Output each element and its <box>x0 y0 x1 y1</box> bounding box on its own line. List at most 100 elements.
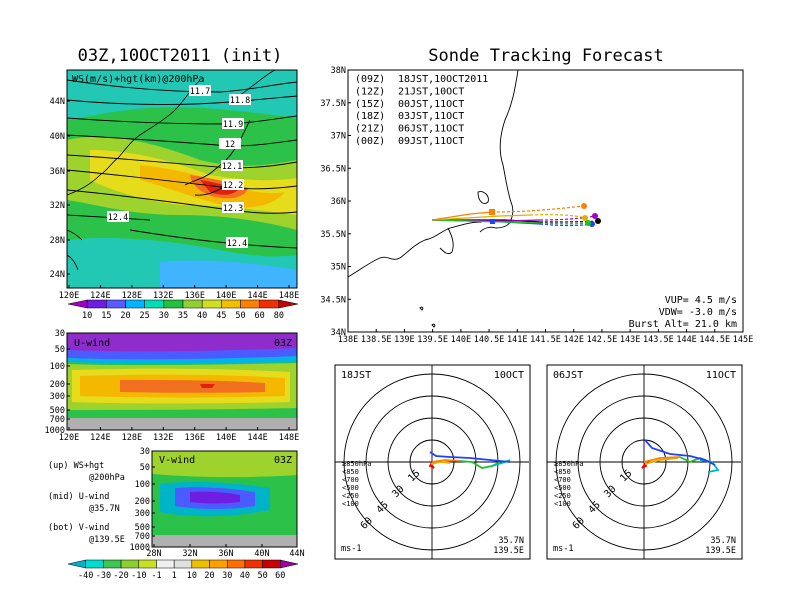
colorbar-tick-label: 60 <box>255 311 265 321</box>
trajectory-ascent <box>431 211 493 221</box>
colorbar-cell <box>173 559 193 569</box>
hodo-level-label: <250 <box>554 492 571 500</box>
uwind-lon-label: 132E <box>153 433 173 443</box>
burst-text: Burst Alt= 21.0 km <box>629 319 737 330</box>
colorbar-cell <box>262 559 281 569</box>
uwind-lon-label: 148E <box>279 433 299 443</box>
colorbar-tick-label: 50 <box>257 571 267 581</box>
colorbar-tick-label: 50 <box>235 311 245 321</box>
burst-marker <box>489 209 495 215</box>
vwind-frame <box>151 450 298 548</box>
vwind-p-label: 30 <box>140 447 150 457</box>
vwind-lat-label: 44N <box>289 549 304 559</box>
hodo-level-label: <850 <box>554 468 571 476</box>
tracking-lat-label: 36.5N <box>320 164 346 174</box>
map-lon-label: 120E <box>59 291 79 301</box>
colorbar-cell <box>156 559 175 569</box>
colorbar-cell <box>120 559 140 569</box>
uwind-p-label: 100 <box>50 362 65 372</box>
vwind-lat-label: 36N <box>218 549 233 559</box>
map-cyan-region <box>67 70 297 120</box>
colorbar-cell <box>240 299 260 309</box>
colorbar-cell <box>86 299 107 309</box>
tracking-legend-tag: (21Z) <box>355 124 385 135</box>
height-label: 12 <box>225 140 235 150</box>
ws-colorbar: 10 15 20 25 30 35 40 45 50 60 80 <box>67 299 299 321</box>
vwind-time: 03Z <box>274 455 292 466</box>
desc-bot-2: @139.5E <box>89 535 125 545</box>
tracking-lat-label: 36N <box>331 197 346 207</box>
height-label-box <box>222 202 244 213</box>
tracking-lon-label: 138E <box>338 335 358 345</box>
hodo-left-date: 10OCT <box>494 370 524 381</box>
colorbar-cell <box>138 559 157 569</box>
hodo-trace <box>644 439 716 466</box>
hodo-left-lon: 139.5E <box>493 546 524 556</box>
tracking-legend-text: 06JST,11OCT <box>398 124 464 135</box>
desc-up-1: (up) WS+hgt <box>48 461 104 471</box>
hodo-right-lat: 35.7N <box>710 536 736 546</box>
map-coast-north <box>239 70 276 96</box>
height-label: 12.4 <box>108 213 128 223</box>
hodo-level-label: <700 <box>554 476 571 484</box>
hodo-left-lat: 35.7N <box>498 536 524 546</box>
hodograph-left: 18JST 10OCT ms-1 35.7N 139.5E 15304560≥8… <box>334 364 531 560</box>
tracking-lat-label: 38N <box>331 66 346 76</box>
tracking-frame <box>347 69 744 333</box>
uwind-p-label: 200 <box>50 380 65 390</box>
colorbar-cell <box>280 559 299 569</box>
uwind-p-label: 30 <box>55 329 65 339</box>
ws-map-panel: WS(m/s)+hgt(km)@200hPa 11.7 11.8 11.9 12 12.… <box>50 69 299 301</box>
colorbar-tick-label: 15 <box>101 311 111 321</box>
hodo-level-label: ≥850hPa <box>342 460 372 468</box>
colorbar-tick-label: -10 <box>131 571 146 581</box>
tracking-legend-text: 09JST,11OCT <box>398 136 464 147</box>
tracking-lon-label: 140.5E <box>474 335 505 345</box>
hodo-trace <box>643 456 681 463</box>
colorbar-tick-label: 45 <box>216 311 226 321</box>
vwind-p-label: 50 <box>140 463 150 473</box>
height-label-box <box>221 160 243 171</box>
tracking-legend-text: 03JST,11OCT <box>398 111 464 122</box>
colorbar-tick-label: 10 <box>187 571 197 581</box>
colorbar-cell <box>191 559 210 569</box>
uwind-frame <box>66 332 298 431</box>
tracking-lon-label: 144E <box>676 335 696 345</box>
hodo-trace <box>431 459 461 463</box>
colorbar-cell <box>259 299 280 309</box>
tracking-legend-tag: (09Z) <box>355 74 385 85</box>
hodo-right-unit: ms-1 <box>553 544 573 554</box>
colorbar-tick-label: 25 <box>140 311 150 321</box>
colorbar-cell <box>226 559 246 569</box>
colorbar-cell <box>106 299 126 309</box>
height-label-box <box>229 94 251 105</box>
colorbar-tick-label: 30 <box>222 571 232 581</box>
uwind-p-label: 300 <box>50 392 65 402</box>
uwind-p-label: 500 <box>50 406 65 416</box>
trajectory-ascent <box>431 219 541 224</box>
colorbar-cell <box>125 299 145 309</box>
colorbar-cell <box>67 299 88 309</box>
colorbar-cell <box>221 299 241 309</box>
colorbar-tick-label: 40 <box>240 571 250 581</box>
height-label: 12.2 <box>223 181 243 191</box>
colorbar-cell <box>201 299 222 309</box>
vwind-ground <box>152 535 297 547</box>
trajectory-endpoint <box>595 218 601 224</box>
map-lon-label: 136E <box>184 291 204 301</box>
uwind-label: U-wind <box>74 338 110 349</box>
tracking-legend-text: 18JST,10OCT2011 <box>398 74 488 85</box>
uwind-core <box>120 380 265 393</box>
colorbar-cell <box>103 559 122 569</box>
map-lat-label: 32N <box>50 201 65 211</box>
uwind-lon-label: 128E <box>122 433 142 443</box>
hodo-level-label: <700 <box>342 476 359 484</box>
hodo-level-label: <100 <box>342 500 359 508</box>
map-lat-ticks: 24N 28N 32N 36N 40N 44N <box>50 97 70 280</box>
trajectory-ascent <box>431 214 531 221</box>
height-label-group: 11.7 11.8 11.9 12 12.1 12.2 12.3 12.4 12.4 <box>107 85 251 249</box>
hodo-right-lon: 139.5E <box>705 546 736 556</box>
hodo-level-label: <500 <box>342 484 359 492</box>
hodo-trace <box>429 451 511 463</box>
